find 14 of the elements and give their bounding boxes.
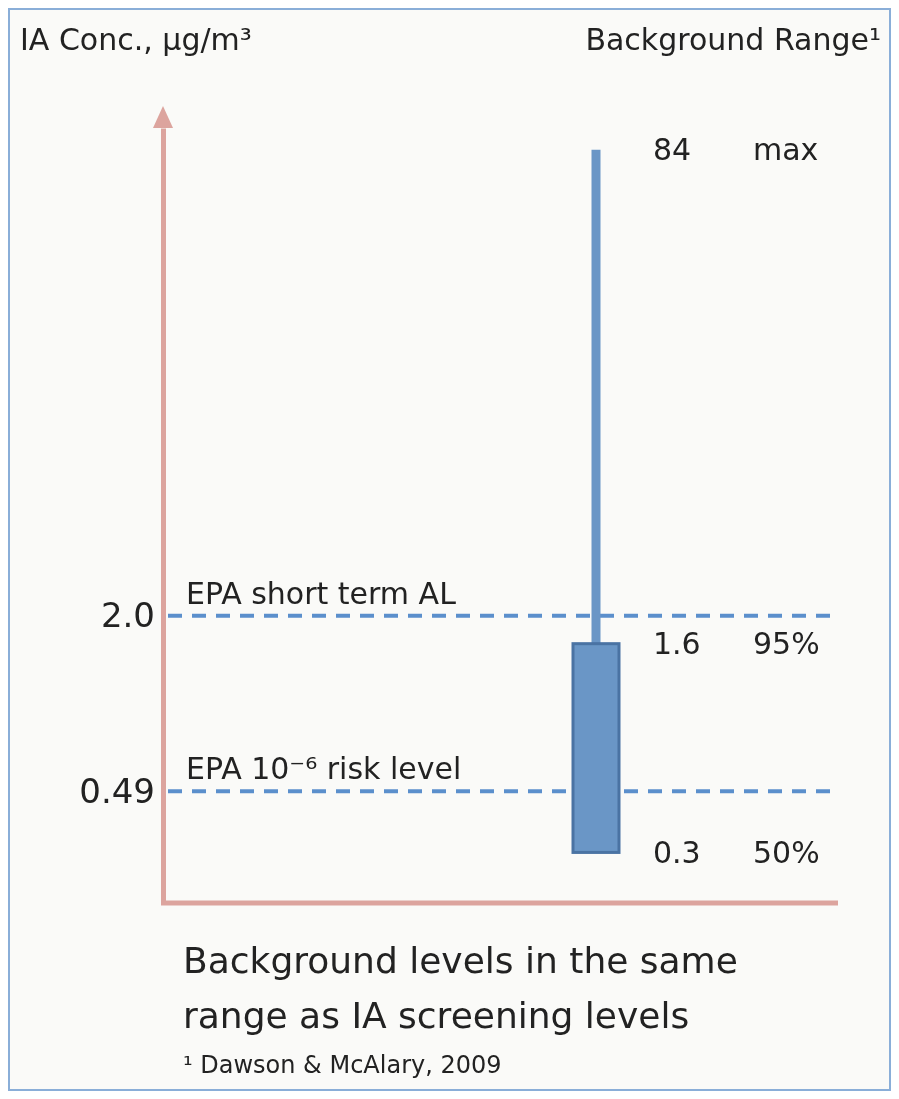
annotation: 50% [753, 834, 820, 870]
ref-line-label: EPA 10⁻⁶ risk level [186, 751, 462, 787]
ref-line-label: EPA short term AL [186, 575, 457, 611]
text: ¹ Dawson & McAlary, 2009 [183, 1051, 502, 1079]
y-tick-label: 0.49 [79, 770, 155, 811]
y-tick-label: 2.0 [100, 595, 155, 636]
x-axis-title: Background levels in the same range as IA screening levels [183, 940, 738, 1036]
chart-title: Background Range¹ [585, 22, 881, 57]
annotation: 84 [653, 132, 692, 168]
annotation: 95% [753, 626, 820, 662]
y-axis-title: IA Conc., µg/m³ [20, 22, 252, 57]
annotation: 0.3 [653, 834, 701, 870]
annotation: max [753, 132, 819, 168]
annotation: 1.6 [653, 626, 701, 662]
